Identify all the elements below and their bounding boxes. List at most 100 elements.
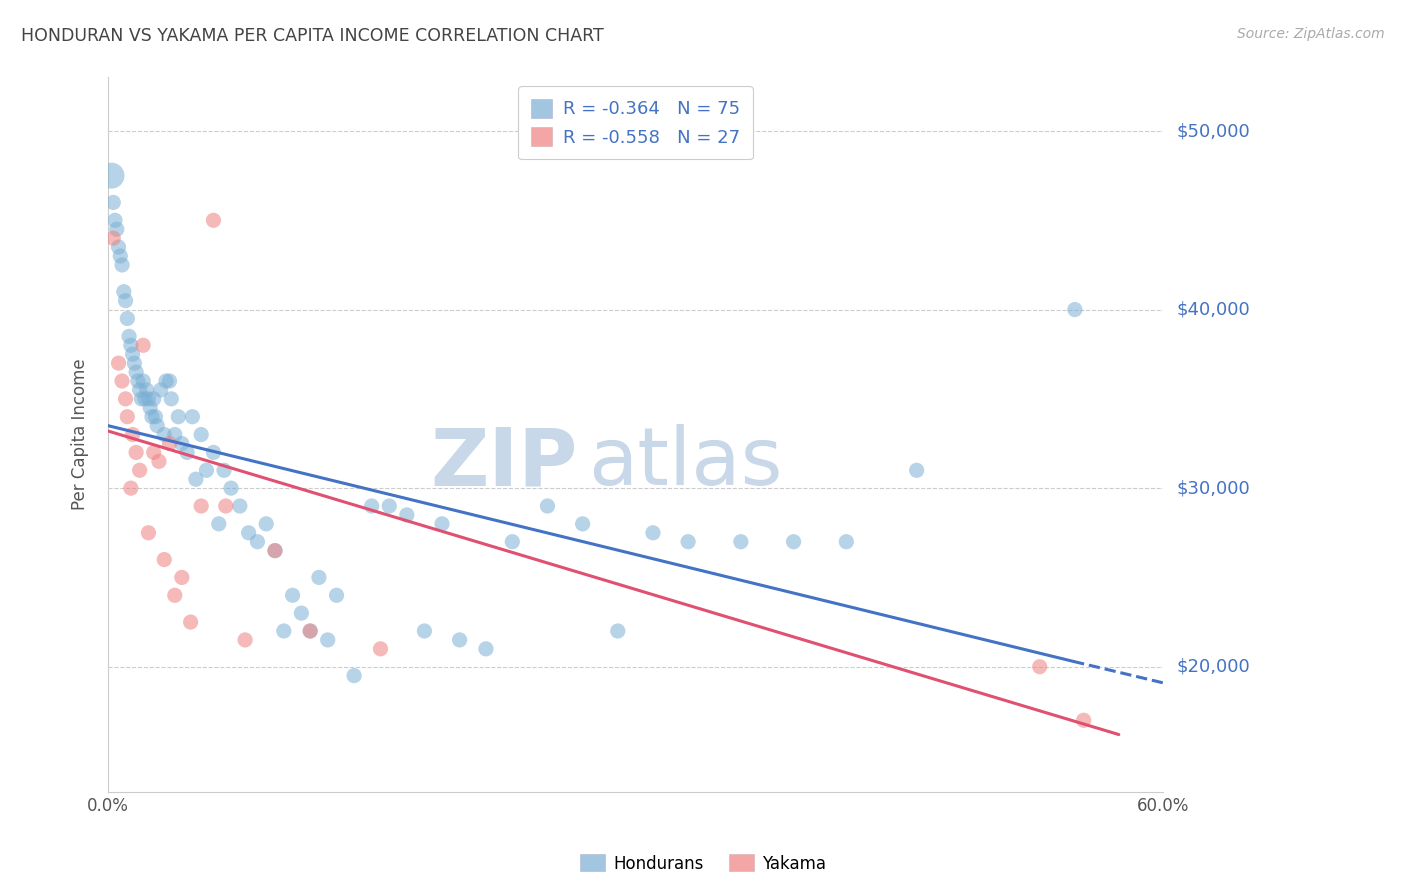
Point — [163, 588, 186, 602]
Point — [120, 338, 142, 352]
Point — [138, 392, 160, 406]
Point — [127, 374, 149, 388]
Point — [111, 258, 134, 272]
Point — [360, 499, 382, 513]
Point — [107, 240, 129, 254]
Text: ZIP: ZIP — [430, 424, 578, 502]
Point — [124, 356, 146, 370]
Point — [163, 427, 186, 442]
Point — [835, 534, 858, 549]
Point — [676, 534, 699, 549]
Y-axis label: Per Capita Income: Per Capita Income — [72, 359, 89, 510]
Point — [149, 383, 172, 397]
Point — [160, 392, 183, 406]
Point — [135, 383, 157, 397]
Point — [184, 472, 207, 486]
Point — [105, 222, 128, 236]
Point — [905, 463, 928, 477]
Point — [254, 516, 277, 531]
Point — [290, 606, 312, 620]
Point — [167, 409, 190, 424]
Point — [180, 615, 202, 629]
Point — [170, 436, 193, 450]
Point — [181, 409, 204, 424]
Point — [229, 499, 252, 513]
Point — [118, 329, 141, 343]
Point — [413, 624, 436, 638]
Point — [112, 285, 135, 299]
Point — [111, 374, 134, 388]
Point — [1073, 713, 1095, 727]
Point — [430, 516, 453, 531]
Point — [299, 624, 322, 638]
Point — [233, 632, 256, 647]
Point — [103, 231, 125, 245]
Point — [155, 374, 177, 388]
Point — [1028, 659, 1050, 673]
Point — [316, 632, 339, 647]
Point — [370, 641, 392, 656]
Point — [131, 392, 153, 406]
Point — [501, 534, 523, 549]
Point — [641, 525, 664, 540]
Legend: R = -0.364   N = 75, R = -0.558   N = 27: R = -0.364 N = 75, R = -0.558 N = 27 — [517, 87, 752, 160]
Point — [159, 374, 181, 388]
Text: $30,000: $30,000 — [1177, 479, 1250, 497]
Point — [449, 632, 471, 647]
Point — [153, 427, 176, 442]
Point — [117, 311, 139, 326]
Text: HONDURAN VS YAKAMA PER CAPITA INCOME CORRELATION CHART: HONDURAN VS YAKAMA PER CAPITA INCOME COR… — [21, 27, 603, 45]
Point — [134, 392, 156, 406]
Point — [202, 213, 225, 227]
Point — [170, 570, 193, 584]
Point — [128, 383, 150, 397]
Point — [308, 570, 330, 584]
Point — [343, 668, 366, 682]
Point — [125, 445, 148, 459]
Point — [475, 641, 498, 656]
Point — [100, 169, 122, 183]
Point — [146, 418, 169, 433]
Point — [114, 392, 136, 406]
Point — [536, 499, 558, 513]
Point — [107, 356, 129, 370]
Point — [299, 624, 322, 638]
Point — [159, 436, 181, 450]
Point — [139, 401, 162, 415]
Point — [195, 463, 218, 477]
Point — [238, 525, 260, 540]
Text: atlas: atlas — [588, 424, 782, 502]
Text: $50,000: $50,000 — [1177, 122, 1250, 140]
Point — [395, 508, 418, 522]
Text: Source: ZipAtlas.com: Source: ZipAtlas.com — [1237, 27, 1385, 41]
Point — [128, 463, 150, 477]
Point — [264, 543, 287, 558]
Point — [212, 463, 235, 477]
Point — [104, 213, 127, 227]
Point — [176, 445, 198, 459]
Point — [190, 499, 212, 513]
Point — [110, 249, 132, 263]
Point — [273, 624, 295, 638]
Point — [145, 409, 167, 424]
Point — [120, 481, 142, 495]
Point — [782, 534, 804, 549]
Point — [1063, 302, 1085, 317]
Point — [142, 392, 165, 406]
Point — [153, 552, 176, 566]
Point — [132, 374, 155, 388]
Point — [264, 543, 287, 558]
Point — [571, 516, 593, 531]
Point — [219, 481, 242, 495]
Point — [281, 588, 304, 602]
Point — [215, 499, 238, 513]
Point — [378, 499, 401, 513]
Point — [121, 347, 143, 361]
Text: $20,000: $20,000 — [1177, 657, 1250, 676]
Point — [103, 195, 125, 210]
Text: $40,000: $40,000 — [1177, 301, 1250, 318]
Point — [117, 409, 139, 424]
Point — [114, 293, 136, 308]
Point — [148, 454, 170, 468]
Point — [138, 525, 160, 540]
